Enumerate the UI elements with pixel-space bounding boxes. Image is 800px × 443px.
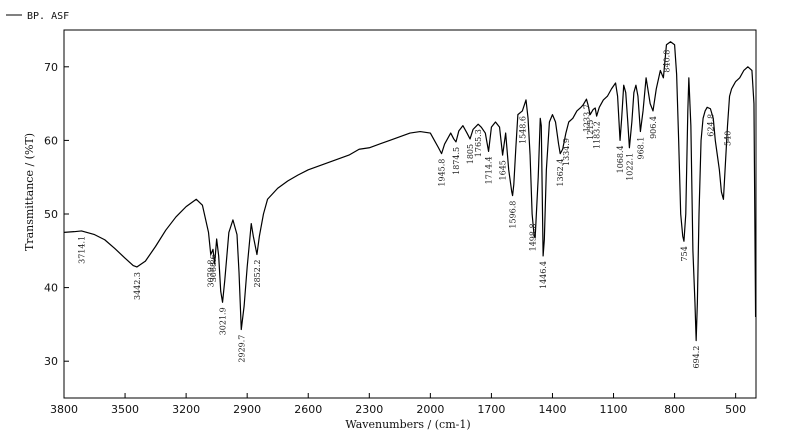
peak-label: 3714.1	[78, 236, 87, 264]
peak-label: 1548.6	[518, 116, 527, 144]
peak-label: 1874.5	[452, 147, 461, 175]
peak-label: 3079.8	[207, 260, 216, 288]
x-axis-title: Wavenumbers / (cm-1)	[345, 418, 470, 431]
x-tick-label: 3500	[111, 403, 139, 416]
y-tick-label: 30	[44, 355, 58, 368]
x-tick-label: 2600	[294, 403, 322, 416]
peak-label: 624.8	[706, 114, 715, 137]
y-tick-label: 70	[44, 61, 58, 74]
peak-label: 694.2	[692, 346, 701, 369]
peak-label: 840.8	[662, 50, 671, 73]
peak-label: 540	[724, 131, 733, 146]
peak-label: 2929.7	[237, 335, 246, 363]
peak-label: 754	[680, 246, 689, 261]
x-tick-label: 2300	[355, 403, 383, 416]
peak-label: 906.4	[649, 116, 658, 139]
plot-frame	[63, 29, 757, 399]
x-tick-label: 3800	[50, 403, 78, 416]
peak-label: 968.1	[636, 137, 645, 160]
legend: BP. ASF	[6, 11, 69, 22]
x-tick-label: 500	[725, 403, 746, 416]
peak-label: 1765.3	[474, 129, 483, 157]
y-tick-label: 50	[44, 208, 58, 221]
x-tick-label: 1100	[600, 403, 628, 416]
peak-label: 3442.3	[133, 272, 142, 300]
peak-label: 1714.4	[485, 156, 494, 184]
spectrum-series-line	[63, 41, 757, 342]
peak-label: 1362.4	[556, 159, 565, 187]
x-tick-label: 1400	[538, 403, 566, 416]
peak-label: 1945.8	[438, 159, 447, 187]
peak-label: 1805	[466, 144, 475, 164]
peak-label: 1498.8	[529, 223, 538, 251]
peak-label: 1215	[586, 120, 595, 140]
peak-label: 3021.9	[219, 307, 228, 335]
x-tick-label: 1700	[477, 403, 505, 416]
legend-entry-label: BP. ASF	[27, 11, 69, 22]
x-tick-label: 800	[664, 403, 685, 416]
y-axis-ticks: 30 40 50 60 70	[44, 61, 69, 368]
y-axis-title: Transmittance / (%T)	[23, 133, 36, 251]
peak-label: 1068.4	[616, 145, 625, 173]
peak-label: 1446.4	[539, 261, 548, 289]
peak-label: 3068.6	[209, 254, 218, 282]
peak-label: 1596.8	[509, 201, 518, 229]
y-tick-label: 60	[44, 134, 58, 147]
peak-label: 1334.9	[562, 138, 571, 166]
peak-label: 1022.1	[625, 153, 634, 181]
x-tick-label: 2900	[233, 403, 261, 416]
peak-label: 2852.2	[253, 260, 262, 288]
peak-label: 1233.7	[583, 104, 592, 132]
peak-label: 1183.2	[593, 121, 602, 149]
x-axis-ticks: 3800 3500 3200 2900 2600 2300 2000 1700 1400 1100…	[50, 393, 746, 416]
y-tick-label: 40	[44, 282, 58, 295]
x-tick-label: 3200	[172, 403, 200, 416]
peak-label: 1645	[499, 160, 508, 180]
x-tick-label: 2000	[416, 403, 444, 416]
